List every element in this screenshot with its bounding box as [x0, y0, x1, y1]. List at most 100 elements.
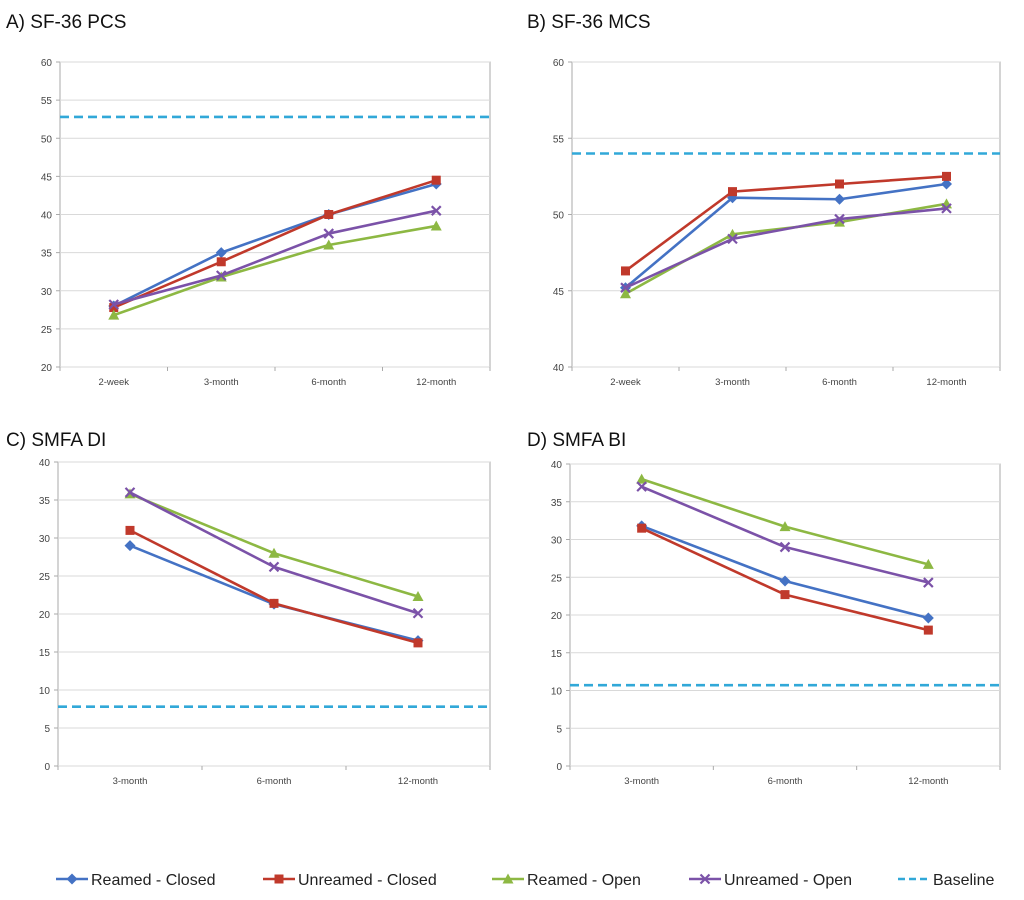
data-point	[412, 607, 424, 619]
y-tick-label: 5	[556, 724, 562, 735]
series-line	[113, 182, 437, 308]
series-line	[624, 175, 947, 272]
data-point	[637, 523, 647, 533]
y-tick-label: 20	[41, 363, 53, 374]
series-reamed-closed	[636, 520, 934, 624]
data-point	[779, 521, 791, 532]
legend: Reamed - Closed Unreamed - Closed Reamed -…	[56, 872, 994, 889]
x-tick-label: 12-month	[416, 377, 456, 388]
data-point	[412, 591, 424, 602]
data-point	[215, 270, 227, 281]
y-tick-label: 25	[551, 573, 563, 584]
legend-item-unreamed-open: Unreamed - Open	[689, 872, 852, 889]
data-point	[324, 210, 334, 219]
y-tick-label: 45	[41, 172, 53, 183]
data-point	[109, 303, 119, 313]
series-unreamed-open	[124, 487, 424, 619]
data-point	[834, 216, 845, 227]
data-point	[941, 203, 952, 214]
x-tick-label: 3-month	[113, 776, 148, 787]
chart-panel-2: B) SF-36 MCS 40 45 50 55 60 2-week 3-month 6-mon…	[527, 12, 1001, 388]
legend-marker	[502, 873, 514, 884]
data-point	[922, 558, 934, 569]
y-tick-label: 60	[553, 58, 565, 69]
data-point	[108, 309, 120, 320]
data-point	[215, 247, 227, 259]
legend-marker	[699, 873, 711, 885]
y-tick-label: 35	[41, 249, 53, 260]
y-tick-label: 50	[553, 211, 565, 222]
x-tick-label: 6-month	[822, 377, 857, 388]
y-tick-label: 0	[556, 762, 562, 773]
x-tick-label: 12-month	[926, 377, 966, 388]
data-point	[727, 233, 738, 245]
chart-title: A) SF-36 PCS	[6, 12, 126, 33]
legend-item-reamed-closed: Reamed - Closed	[56, 872, 216, 889]
y-tick-label: 20	[551, 611, 563, 622]
x-tick-label: 3-month	[624, 776, 659, 787]
y-tick-label: 15	[39, 648, 51, 659]
series-line	[113, 178, 437, 309]
series-line	[624, 207, 947, 289]
y-tick-label: 50	[41, 134, 53, 145]
x-tick-label: 6-month	[768, 776, 803, 787]
data-point	[620, 288, 631, 299]
data-point	[779, 541, 791, 553]
data-point	[620, 282, 631, 293]
y-tick-label: 10	[39, 686, 51, 697]
x-tick-label: 6-month	[311, 377, 346, 388]
series-line	[624, 182, 947, 289]
chart-title: B) SF-36 MCS	[527, 12, 651, 33]
legend-marker	[274, 874, 284, 884]
data-point	[835, 179, 844, 189]
x-tick-label: 2-week	[98, 377, 129, 388]
data-point	[621, 266, 630, 276]
data-point	[636, 473, 648, 484]
data-point	[124, 487, 136, 498]
chart-panel-1: A) SF-36 PCS 20 25 30 35 40 45 50 55 60 2-week 3-mo…	[6, 12, 491, 388]
y-tick-label: 60	[41, 58, 53, 69]
data-point	[942, 171, 951, 181]
y-tick-label: 0	[44, 762, 50, 773]
data-point	[780, 590, 790, 600]
y-tick-label: 55	[41, 96, 53, 107]
data-point	[268, 547, 280, 558]
y-tick-label: 30	[39, 534, 51, 545]
chart-title: D) SMFA BI	[527, 430, 626, 451]
y-tick-label: 55	[553, 134, 565, 145]
legend-marker	[66, 873, 78, 885]
y-tick-label: 5	[44, 724, 50, 735]
x-tick-label: 6-month	[257, 776, 292, 787]
data-point	[636, 481, 647, 492]
series-unreamed-closed	[621, 171, 951, 276]
series-reamed-open	[636, 473, 934, 569]
legend-label: Reamed - Closed	[91, 872, 216, 889]
y-tick-label: 20	[39, 610, 51, 621]
y-tick-label: 25	[39, 572, 51, 583]
data-point	[268, 561, 280, 573]
y-tick-label: 40	[551, 460, 563, 471]
data-point	[216, 257, 226, 267]
y-tick-label: 40	[553, 363, 565, 374]
y-tick-label: 15	[551, 649, 563, 660]
x-tick-label: 3-month	[715, 377, 750, 388]
y-tick-label: 10	[551, 687, 563, 698]
y-tick-label: 25	[41, 325, 53, 336]
series-unreamed-open	[108, 205, 442, 310]
data-point	[269, 598, 279, 608]
x-tick-label: 2-week	[610, 377, 641, 388]
data-point	[413, 638, 423, 648]
legend-label: Reamed - Open	[527, 872, 641, 889]
series-unreamed-open	[636, 481, 934, 588]
legend-item-reamed-open: Reamed - Open	[492, 872, 641, 889]
y-tick-label: 40	[39, 458, 51, 469]
data-point	[834, 213, 845, 225]
data-point	[108, 299, 120, 310]
data-point	[125, 525, 135, 535]
data-point	[431, 175, 441, 185]
series-unreamed-closed	[125, 525, 423, 648]
series-unreamed-closed	[109, 175, 441, 313]
chart-title: C) SMFA DI	[6, 430, 106, 451]
data-point	[323, 228, 335, 239]
